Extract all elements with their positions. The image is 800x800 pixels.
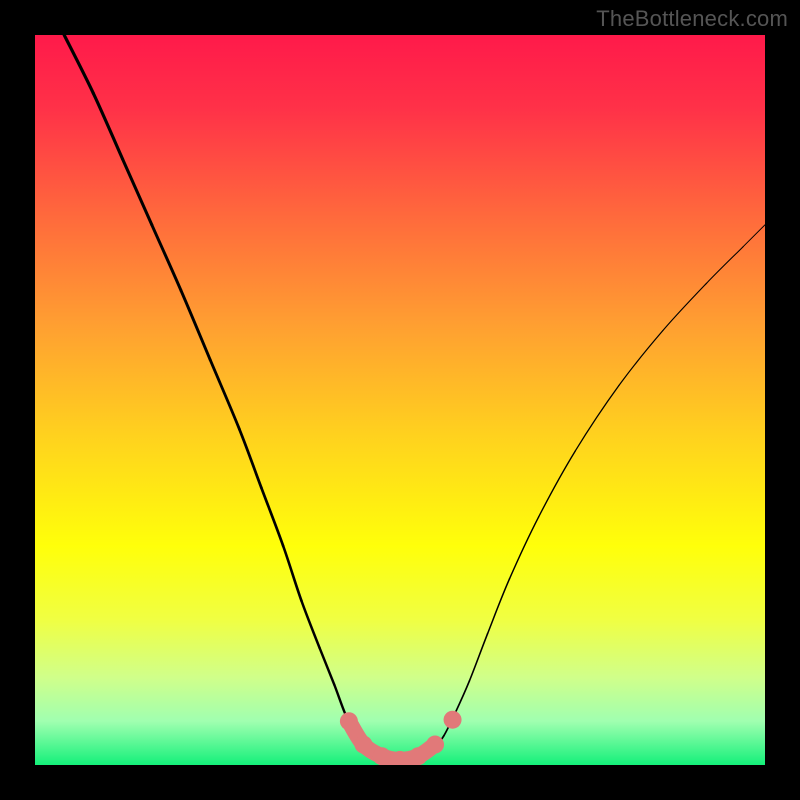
- watermark-text: TheBottleneck.com: [596, 6, 788, 32]
- chart-frame: TheBottleneck.com: [0, 0, 800, 800]
- highlight-dot: [444, 711, 462, 729]
- bottleneck-chart: [0, 0, 800, 800]
